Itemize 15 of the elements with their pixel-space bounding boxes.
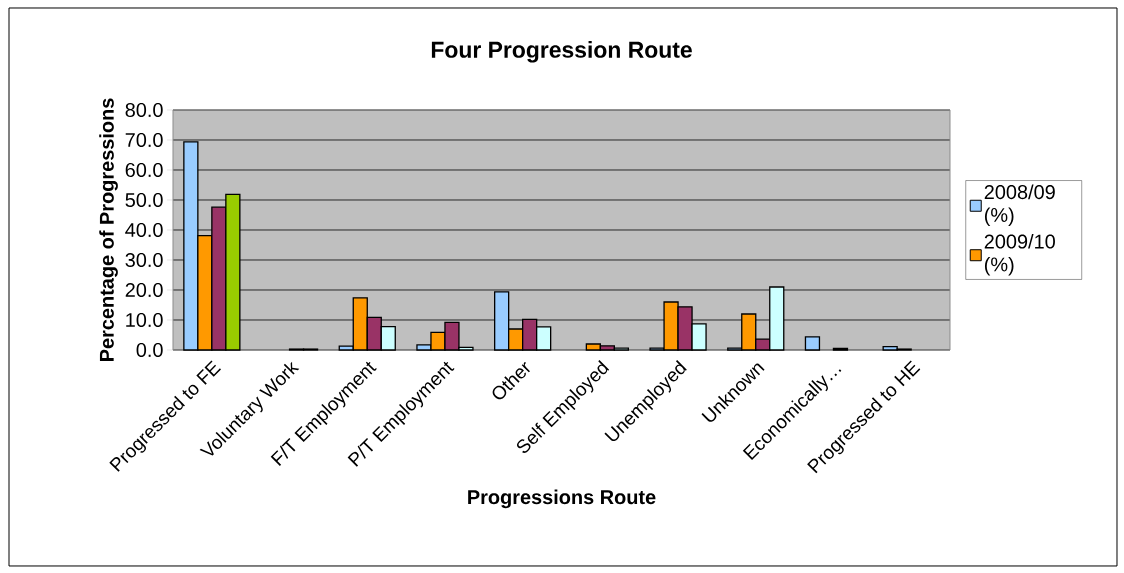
y-tick-label: 60.0 xyxy=(125,162,163,178)
legend-label: 2009/10 (%) xyxy=(984,233,1055,276)
y-tick-label: 30.0 xyxy=(125,252,163,268)
legend-label: 2008/09 (%) xyxy=(984,184,1055,226)
y-tick-label: 20.0 xyxy=(125,282,163,298)
y-tick-label: 50.0 xyxy=(125,192,163,208)
x-axis-title: Progressions Route xyxy=(468,489,656,509)
y-tick-label: 40.0 xyxy=(125,222,163,238)
y-tick-label: 80.0 xyxy=(125,102,163,118)
y-tick-label: 0.0 xyxy=(136,342,163,358)
y-tick-label: 10.0 xyxy=(126,312,163,328)
bar xyxy=(804,336,821,351)
y-tick-label: 70.0 xyxy=(125,132,163,148)
chart-title: Four Progression Route xyxy=(431,41,692,63)
y-axis-title: Percentage of Progressions xyxy=(99,98,118,361)
